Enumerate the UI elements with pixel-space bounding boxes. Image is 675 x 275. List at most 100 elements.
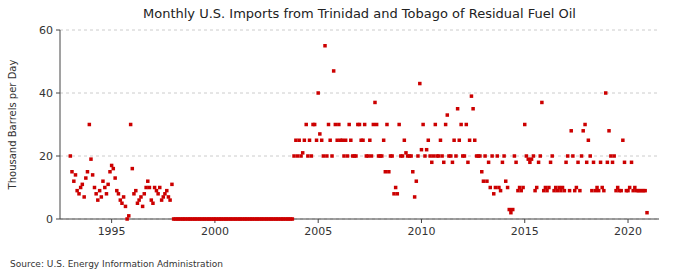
- point: [580, 154, 584, 158]
- point: [346, 154, 350, 158]
- point: [643, 189, 647, 193]
- point: [115, 189, 119, 193]
- point: [146, 179, 150, 183]
- point: [344, 139, 348, 143]
- point: [594, 189, 598, 193]
- point: [328, 139, 332, 143]
- point: [538, 154, 542, 158]
- point: [588, 154, 592, 158]
- point: [308, 139, 312, 143]
- point: [430, 161, 434, 165]
- point: [496, 154, 500, 158]
- point: [375, 123, 379, 127]
- point: [514, 161, 518, 165]
- point: [600, 186, 604, 190]
- point: [612, 154, 616, 158]
- point: [569, 129, 573, 133]
- point: [585, 161, 589, 165]
- x-tick: [318, 219, 319, 223]
- point: [511, 208, 514, 212]
- point: [559, 189, 563, 193]
- point: [342, 154, 346, 158]
- point: [394, 186, 398, 190]
- point: [341, 139, 345, 143]
- point: [151, 202, 155, 206]
- point: [165, 189, 169, 193]
- point: [633, 186, 637, 190]
- point: [82, 195, 86, 199]
- point: [347, 123, 351, 127]
- point: [361, 139, 365, 143]
- point: [409, 154, 413, 158]
- point: [113, 176, 117, 180]
- point: [446, 113, 450, 117]
- point: [523, 123, 527, 127]
- point: [554, 186, 558, 190]
- point: [482, 179, 486, 183]
- point: [545, 189, 549, 193]
- point: [303, 139, 307, 143]
- point: [423, 154, 427, 158]
- x-axis-line: [60, 219, 659, 220]
- point: [456, 107, 460, 111]
- x-tick: [111, 219, 112, 223]
- point: [421, 123, 425, 127]
- point: [463, 154, 467, 158]
- point: [552, 189, 556, 193]
- point: [403, 139, 407, 143]
- y-tick: [56, 93, 60, 94]
- point: [86, 170, 90, 174]
- point: [396, 192, 400, 196]
- point: [535, 186, 539, 190]
- point: [380, 154, 384, 158]
- point: [349, 139, 353, 143]
- point: [132, 192, 136, 196]
- point: [602, 189, 606, 193]
- point: [373, 101, 377, 105]
- x-tick-label: 2000: [201, 225, 229, 238]
- point: [299, 154, 303, 158]
- point: [354, 154, 358, 158]
- point: [576, 161, 580, 165]
- point: [465, 123, 469, 127]
- x-tick-label: 1995: [98, 225, 126, 238]
- chart: Monthly U.S. Imports from Trinidad and T…: [0, 0, 675, 275]
- point: [488, 186, 492, 190]
- point: [504, 179, 508, 183]
- point: [459, 123, 463, 127]
- point: [387, 170, 391, 174]
- point: [485, 179, 489, 183]
- point: [473, 139, 477, 143]
- point: [93, 186, 97, 190]
- point: [434, 123, 438, 127]
- point: [390, 154, 394, 158]
- point: [454, 154, 458, 158]
- point: [77, 192, 81, 196]
- point: [581, 129, 585, 133]
- point: [519, 189, 523, 193]
- point: [501, 161, 505, 165]
- point: [578, 189, 582, 193]
- point: [110, 164, 114, 168]
- point: [556, 189, 560, 193]
- points: [69, 44, 649, 221]
- point: [117, 192, 121, 196]
- point: [112, 167, 116, 171]
- point: [628, 186, 632, 190]
- point: [468, 139, 472, 143]
- point: [297, 139, 301, 143]
- x-tick: [421, 219, 422, 223]
- point: [451, 161, 455, 165]
- grid: [60, 30, 659, 219]
- point: [440, 154, 444, 158]
- point: [301, 151, 305, 155]
- grid-line: [60, 219, 659, 220]
- point: [125, 217, 128, 221]
- point: [549, 161, 553, 165]
- point: [370, 154, 374, 158]
- point: [134, 189, 138, 193]
- point: [478, 154, 482, 158]
- point: [623, 161, 627, 165]
- point: [322, 154, 326, 158]
- point: [158, 186, 162, 190]
